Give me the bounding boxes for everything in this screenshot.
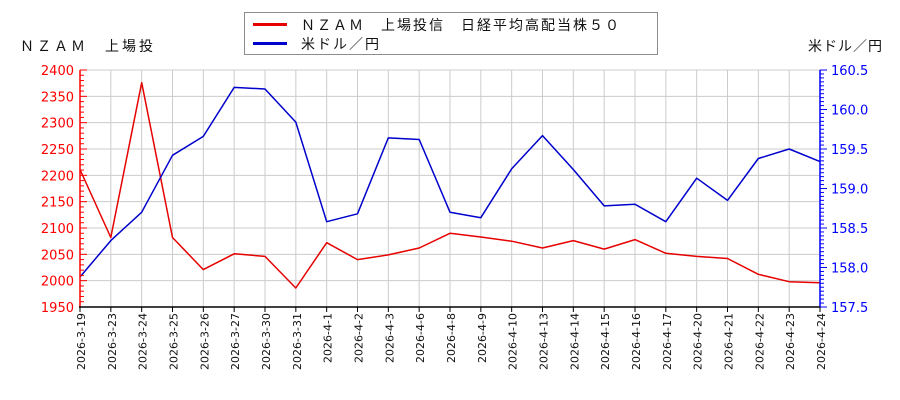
right-axis-labels: 157.5 158.0 158.5 159.0 159.5 160.0 160.5 xyxy=(831,64,868,316)
legend-label-nzam: ＮＺＡＭ 上場投信 日経平均高配当株５０ xyxy=(301,17,621,34)
svg-text:2026-3-27: 2026-3-27 xyxy=(229,313,242,370)
left-axis xyxy=(79,69,87,308)
x-axis-date-labels: 2026-3-19 2026-3-23 2026-3-24 2026-3-25 2026… xyxy=(75,313,828,370)
svg-text:160.0: 160.0 xyxy=(831,104,868,119)
svg-text:2026-4-6: 2026-4-6 xyxy=(414,313,427,363)
svg-text:2026-4-15: 2026-4-15 xyxy=(599,313,612,370)
svg-text:2026-4-23: 2026-4-23 xyxy=(784,313,797,370)
svg-text:2026-3-19: 2026-3-19 xyxy=(75,313,88,370)
svg-text:2026-3-31: 2026-3-31 xyxy=(291,313,304,370)
svg-text:1950: 1950 xyxy=(41,301,74,316)
svg-text:158.0: 158.0 xyxy=(831,262,868,277)
svg-text:2300: 2300 xyxy=(41,117,74,132)
svg-text:2026-4-17: 2026-4-17 xyxy=(661,313,674,370)
legend-item-usdjpy: 米ドル／円 xyxy=(253,34,649,53)
svg-text:2026-4-2: 2026-4-2 xyxy=(353,313,366,363)
svg-text:2200: 2200 xyxy=(41,169,74,184)
svg-text:2026-4-13: 2026-4-13 xyxy=(538,313,551,370)
svg-text:159.5: 159.5 xyxy=(831,143,868,158)
svg-text:2026-4-20: 2026-4-20 xyxy=(692,313,705,370)
series-line-nzam xyxy=(79,81,821,289)
svg-text:2026-4-16: 2026-4-16 xyxy=(630,313,643,370)
svg-text:160.5: 160.5 xyxy=(831,64,868,79)
vertical-gridlines xyxy=(110,70,821,307)
right-axis-title: 米ドル／円 xyxy=(808,39,883,55)
svg-text:2026-3-26: 2026-3-26 xyxy=(198,313,211,370)
horizontal-gridlines xyxy=(80,69,820,282)
svg-text:2026-3-25: 2026-3-25 xyxy=(168,313,181,370)
legend-line-marker-nzam xyxy=(253,23,287,26)
svg-text:2026-4-10: 2026-4-10 xyxy=(507,313,520,370)
svg-text:2026-4-21: 2026-4-21 xyxy=(723,313,736,370)
right-axis xyxy=(819,69,827,308)
svg-text:159.0: 159.0 xyxy=(831,183,868,198)
svg-text:2026-4-8: 2026-4-8 xyxy=(445,313,458,363)
legend-line-marker-usdjpy xyxy=(253,42,287,45)
left-axis-labels: 1950 2000 2050 2100 2150 2200 2250 2300 2350 2400 xyxy=(41,64,74,316)
svg-text:2026-4-14: 2026-4-14 xyxy=(568,313,581,370)
svg-text:2026-4-22: 2026-4-22 xyxy=(753,313,766,370)
legend-label-usdjpy: 米ドル／円 xyxy=(301,36,381,53)
legend-item-nzam: ＮＺＡＭ 上場投信 日経平均高配当株５０ xyxy=(253,15,649,34)
svg-text:157.5: 157.5 xyxy=(831,301,868,316)
svg-text:2050: 2050 xyxy=(41,248,74,263)
svg-text:2400: 2400 xyxy=(41,64,74,79)
bottom-axis xyxy=(79,306,821,312)
svg-text:2026-3-30: 2026-3-30 xyxy=(260,313,273,370)
svg-text:2026-3-23: 2026-3-23 xyxy=(106,313,119,370)
svg-text:2026-4-24: 2026-4-24 xyxy=(815,313,828,370)
svg-text:2000: 2000 xyxy=(41,275,74,290)
svg-text:2150: 2150 xyxy=(41,196,74,211)
svg-text:2026-3-24: 2026-3-24 xyxy=(137,313,150,370)
series-line-usdjpy xyxy=(79,86,821,278)
svg-text:2250: 2250 xyxy=(41,143,74,158)
svg-text:2350: 2350 xyxy=(41,90,74,105)
svg-text:2026-4-3: 2026-4-3 xyxy=(383,313,396,363)
legend: ＮＺＡＭ 上場投信 日経平均高配当株５０ 米ドル／円 xyxy=(244,12,658,55)
svg-text:2026-4-1: 2026-4-1 xyxy=(322,313,335,363)
svg-text:2100: 2100 xyxy=(41,222,74,237)
left-axis-title: ＮＺＡＭ 上場投 xyxy=(20,39,156,55)
svg-text:2026-4-9: 2026-4-9 xyxy=(476,313,489,363)
svg-text:158.5: 158.5 xyxy=(831,222,868,237)
